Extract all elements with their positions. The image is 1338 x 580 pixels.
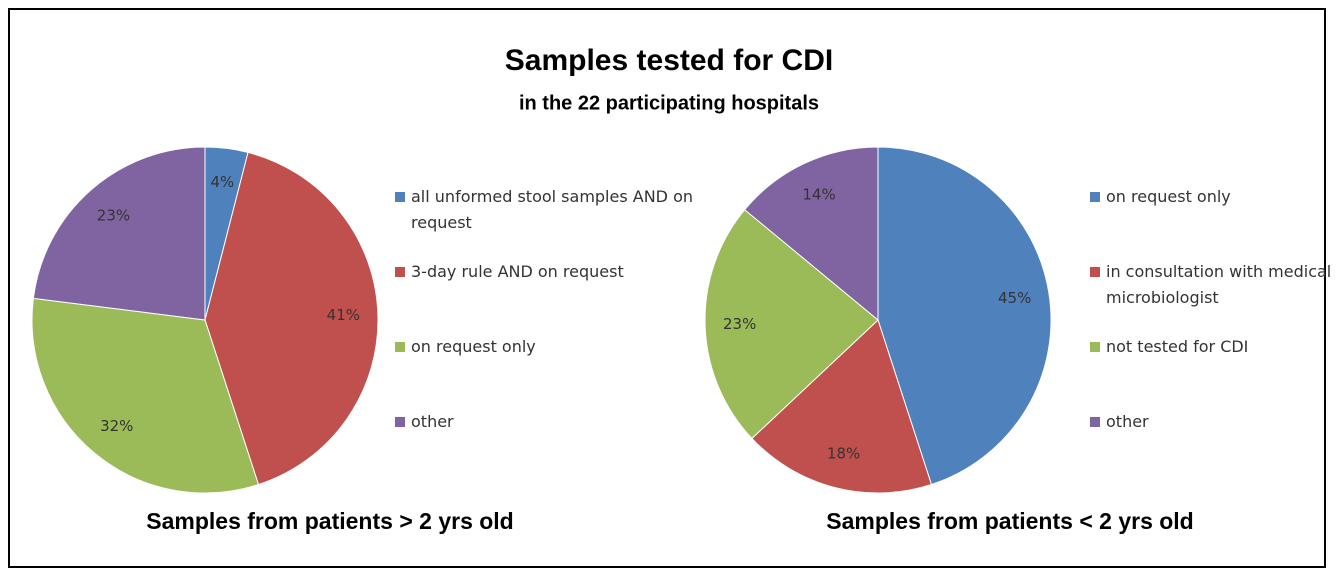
legend-item: not tested for CDI <box>1090 334 1336 360</box>
legend-item: on request only <box>1090 184 1336 210</box>
legend-swatch <box>1090 342 1100 352</box>
legend-label: 3-day rule AND on request <box>411 262 624 281</box>
legend-swatch <box>395 417 405 427</box>
legend-label: other <box>1106 412 1149 431</box>
chart-title: Samples tested for CDI <box>505 44 833 77</box>
data-label: 18% <box>827 445 860 463</box>
legend-swatch <box>1090 267 1100 277</box>
legend-label: all unformed stool samples AND on reques… <box>411 187 694 232</box>
pie-slice <box>204 151 379 486</box>
legend-item: on request only <box>395 334 696 360</box>
data-label: 23% <box>723 315 756 333</box>
data-label: 41% <box>327 306 360 324</box>
legend-item: all unformed stool samples AND on reques… <box>395 184 696 236</box>
legend-item: other <box>395 409 696 435</box>
legend-item: other <box>1090 409 1336 435</box>
data-label: 4% <box>210 173 234 191</box>
pie-slice <box>751 319 933 494</box>
legend-swatch <box>1090 417 1100 427</box>
legend-label: not tested for CDI <box>1106 337 1249 356</box>
pie-slice <box>743 146 879 322</box>
data-label: 14% <box>802 185 835 203</box>
pie-title: Samples from patients > 2 yrs old <box>146 508 513 534</box>
legend-swatch <box>395 267 405 277</box>
pie-slice <box>32 146 206 321</box>
legend-item: 3-day rule AND on request <box>395 259 696 285</box>
pie-title: Samples from patients < 2 yrs old <box>826 508 1193 534</box>
data-label: 45% <box>998 289 1031 307</box>
pie-slice <box>31 297 260 494</box>
legend-swatch <box>1090 192 1100 202</box>
legend-label: in consultation with medical microbiolog… <box>1106 262 1332 307</box>
legend-swatch <box>395 342 405 352</box>
pie-slice <box>877 146 1052 486</box>
chart-subtitle: in the 22 participating hospitals <box>519 92 819 114</box>
legend-label: other <box>411 412 454 431</box>
chart-frame <box>8 8 1326 568</box>
data-label: 32% <box>100 417 133 435</box>
pie-slice <box>704 209 879 440</box>
legend-swatch <box>395 192 405 202</box>
legend-item: in consultation with medical microbiolog… <box>1090 259 1336 311</box>
data-label: 23% <box>97 207 130 225</box>
legend-label: on request only <box>1106 187 1231 206</box>
legend-label: on request only <box>411 337 536 356</box>
